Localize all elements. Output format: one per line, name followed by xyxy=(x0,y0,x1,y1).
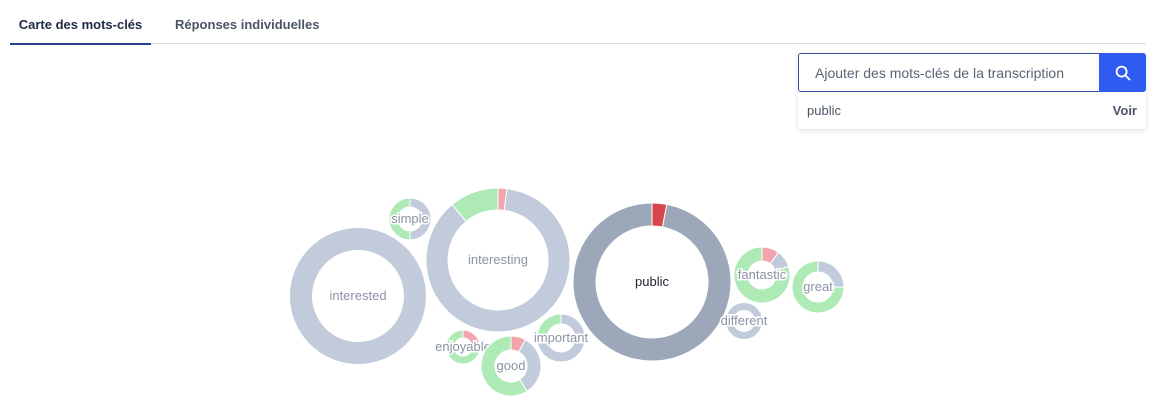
public-segment-neutral xyxy=(572,202,732,362)
tab-individual-responses[interactable]: Réponses individuelles xyxy=(175,17,320,32)
keyword-search-input[interactable] xyxy=(798,53,1099,92)
interested-segment-neutral xyxy=(290,228,426,364)
keyword-bubble-fantastic[interactable]: fantastic xyxy=(733,246,791,304)
important-segment-neutral xyxy=(536,313,586,363)
keyword-label-simple: simple xyxy=(391,211,429,226)
keyword-bubble-enjoyable[interactable]: enjoyable xyxy=(434,329,492,365)
keyword-label-different: different xyxy=(721,313,768,328)
keyword-label-good: good xyxy=(497,358,526,373)
interesting-segment-positive xyxy=(451,187,499,223)
fantastic-segment-positive xyxy=(733,246,791,304)
keyword-bubble-great[interactable]: great xyxy=(791,260,845,314)
tab-bar: Carte des mots-clés Réponses individuell… xyxy=(10,0,1146,45)
great-segment-positive xyxy=(791,260,845,314)
keyword-bubble-different[interactable]: different xyxy=(719,303,769,339)
suggestion-term: public xyxy=(807,103,841,118)
keyword-bubble-public[interactable]: public xyxy=(572,202,732,362)
keyword-bubble-good[interactable]: good xyxy=(480,335,542,397)
search-icon xyxy=(1115,65,1130,80)
keyword-label-great: great xyxy=(803,279,833,294)
keyword-label-interesting: interesting xyxy=(468,252,528,267)
tab-keyword-map[interactable]: Carte des mots-clés xyxy=(10,0,151,45)
keyword-label-enjoyable: enjoyable xyxy=(435,339,491,354)
keyword-label-fantastic: fantastic xyxy=(738,267,787,282)
search-button[interactable] xyxy=(1099,53,1146,92)
keyword-suggestion-row[interactable]: public Voir xyxy=(798,92,1146,129)
keyword-bubble-important[interactable]: important xyxy=(532,313,590,363)
suggestion-view-link[interactable]: Voir xyxy=(1112,103,1137,118)
enjoyable-segment-positive xyxy=(445,329,481,365)
interesting-segment-neutral xyxy=(425,188,571,333)
keyword-label-public: public xyxy=(635,274,669,289)
keyword-bubble-interested[interactable]: interested xyxy=(290,228,426,364)
keyword-bubble-interesting[interactable]: interesting xyxy=(425,187,571,333)
keyword-label-important: important xyxy=(534,330,589,345)
simple-segment-positive xyxy=(388,197,411,241)
keyword-label-interested: interested xyxy=(329,288,386,303)
good-segment-positive xyxy=(480,335,528,397)
important-segment-positive xyxy=(536,313,562,339)
keyword-bubble-simple[interactable]: simple xyxy=(388,197,432,241)
keyword-search-panel: public Voir xyxy=(798,53,1146,129)
different-segment-neutral xyxy=(726,303,762,339)
